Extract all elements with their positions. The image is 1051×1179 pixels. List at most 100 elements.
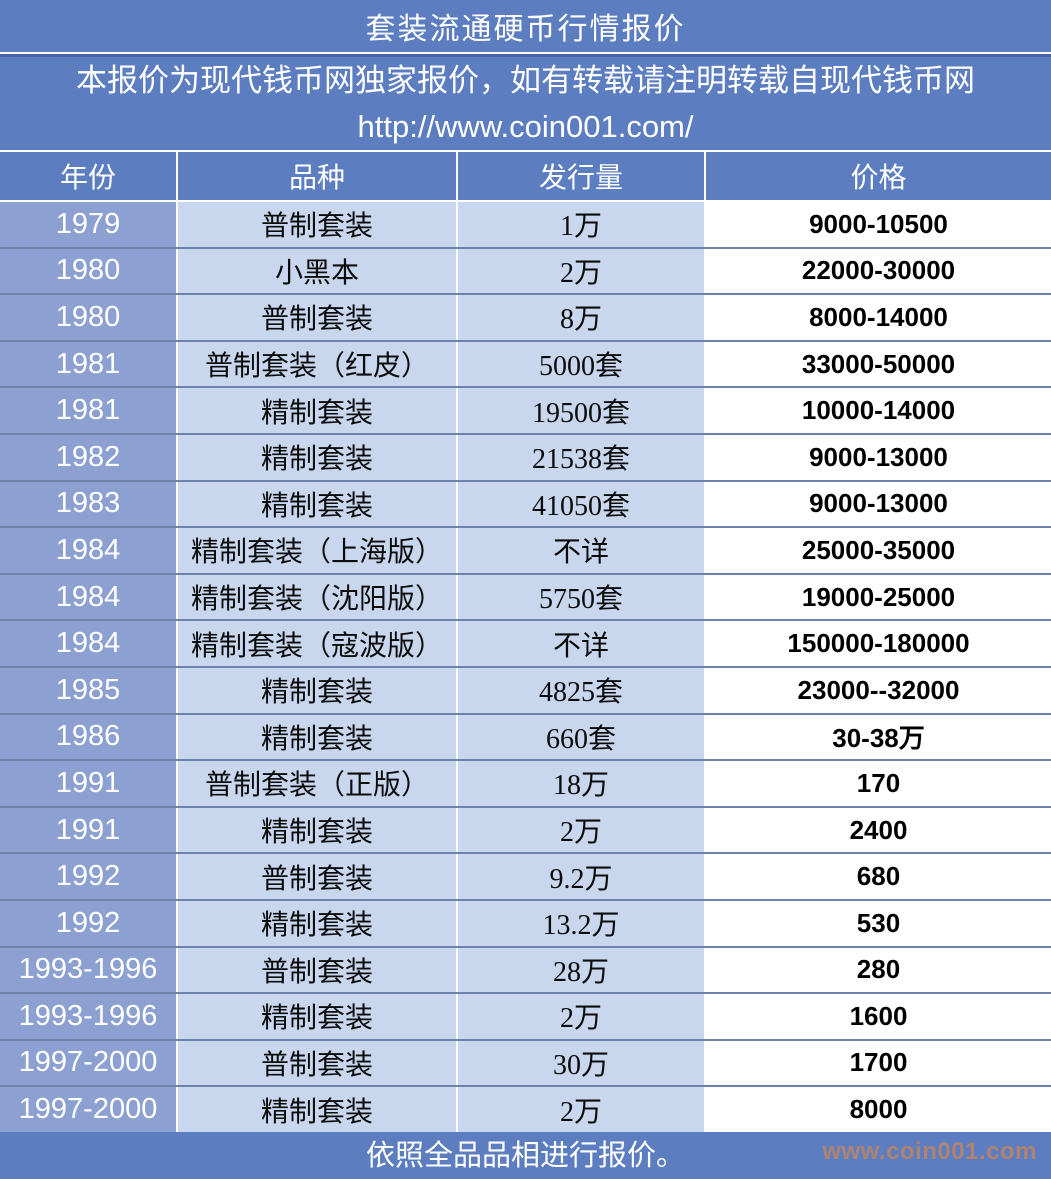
price-cell: 25000-35000	[706, 528, 1051, 573]
header-price: 价格	[850, 162, 907, 193]
table-row: 1980 小黑本 2万 22000-30000	[0, 246, 1051, 294]
mintage-cell: 28万	[458, 947, 706, 993]
table-row: 1991 精制套装 2万 2400	[0, 805, 1051, 853]
year-cell: 1997-2000	[0, 1040, 178, 1086]
table-row: 1984 精制套装（寇波版） 不详 150000-180000	[0, 619, 1051, 666]
price-cell: 280	[706, 947, 1051, 993]
mintage-cell: 41050套	[458, 481, 706, 527]
year-cell: 1983	[0, 481, 178, 527]
price-cell: 9000-10500	[706, 202, 1051, 247]
variety-cell: 精制套装（上海版）	[178, 528, 458, 573]
table-row: 1984 精制套装（沈阳版） 5750套 19000-25000	[0, 572, 1051, 620]
price-cell: 150000-180000	[706, 621, 1051, 666]
table-row: 1980 普制套装 8万 8000-14000	[0, 293, 1051, 340]
mintage-cell: 2万	[458, 248, 706, 294]
price-cell: 530	[706, 900, 1051, 946]
header-mintage: 发行量	[458, 152, 706, 200]
mintage-cell: 30万	[458, 1040, 706, 1086]
year-cell: 1982	[0, 434, 178, 480]
subtitle-url: http://www.coin001.com/	[357, 108, 694, 144]
variety-cell: 小黑本	[178, 248, 458, 294]
footer-bar: 依照全品品相进行报价。 www.coin001.com	[0, 1132, 1051, 1175]
variety-cell: 精制套装	[178, 434, 458, 480]
table-row: 1979 普制套装 1万 9000-10500	[0, 200, 1051, 247]
table-row: 1981 普制套装（红皮） 5000套 33000-50000	[0, 339, 1051, 387]
table-row: 1993-1996 普制套装 28万 280	[0, 945, 1051, 993]
price-cell: 680	[706, 854, 1051, 899]
table-row: 1981 精制套装 19500套 10000-14000	[0, 386, 1051, 433]
variety-cell: 精制套装	[178, 900, 458, 946]
year-cell: 1981	[0, 341, 178, 387]
mintage-cell: 19500套	[458, 388, 706, 433]
mintage-cell: 660套	[458, 714, 706, 760]
table-row: 1997-2000 普制套装 30万 1700	[0, 1038, 1051, 1086]
year-cell: 1992	[0, 900, 178, 946]
year-cell: 1991	[0, 807, 178, 853]
variety-cell: 精制套装	[178, 714, 458, 760]
mintage-cell: 4825套	[458, 667, 706, 713]
variety-cell: 精制套装	[178, 994, 458, 1039]
year-cell: 1991	[0, 761, 178, 806]
year-cell: 1993-1996	[0, 994, 178, 1039]
year-cell: 1985	[0, 667, 178, 713]
table-row: 1991 普制套装（正版） 18万 170	[0, 759, 1051, 806]
mintage-cell: 5000套	[458, 341, 706, 387]
variety-cell: 普制套装	[178, 854, 458, 899]
mintage-cell: 1万	[458, 202, 706, 247]
table-row: 1983 精制套装 41050套 9000-13000	[0, 479, 1051, 527]
footer-note: 依照全品品相进行报价。	[365, 1140, 685, 1173]
price-cell: 30-38万	[706, 714, 1051, 760]
table-header-row: 年份 品种 发行量 价格	[0, 152, 1051, 200]
variety-cell: 普制套装	[178, 295, 458, 340]
variety-cell: 精制套装（寇波版）	[178, 621, 458, 666]
mintage-cell: 21538套	[458, 434, 706, 480]
table-row: 1986 精制套装 660套 30-38万	[0, 712, 1051, 760]
year-cell: 1997-2000	[0, 1087, 178, 1132]
table-body: 1979 普制套装 1万 9000-10500 1980 小黑本 2万 22000-30000…	[0, 200, 1051, 1132]
watermark-text: www.coin001.com	[822, 1137, 1037, 1165]
page-title: 套装流通硬币行情报价	[0, 0, 1051, 54]
table-row: 1984 精制套装（上海版） 不详 25000-35000	[0, 526, 1051, 573]
header-variety: 品种	[178, 152, 458, 200]
subtitle-line1: 本报价为现代钱币网独家报价，如有转载请注明转载自现代钱币网	[76, 62, 975, 98]
year-cell: 1984	[0, 621, 178, 666]
table-row: 1992 普制套装 9.2万 680	[0, 852, 1051, 899]
table-row: 1993-1996 精制套装 2万 1600	[0, 992, 1051, 1039]
variety-cell: 精制套装（沈阳版）	[178, 574, 458, 620]
year-cell: 1986	[0, 714, 178, 760]
year-cell: 1984	[0, 528, 178, 573]
variety-cell: 普制套装（红皮）	[178, 341, 458, 387]
price-cell: 22000-30000	[706, 248, 1051, 294]
variety-cell: 普制套装（正版）	[178, 761, 458, 806]
year-cell: 1979	[0, 202, 178, 247]
price-cell: 10000-14000	[706, 388, 1051, 433]
price-cell: 23000--32000	[706, 667, 1051, 713]
header-year: 年份	[0, 152, 178, 200]
variety-cell: 精制套装	[178, 807, 458, 853]
year-cell: 1981	[0, 388, 178, 433]
price-cell: 1700	[706, 1040, 1051, 1086]
year-cell: 1993-1996	[0, 947, 178, 993]
mintage-cell: 不详	[458, 528, 706, 573]
table-row: 1992 精制套装 13.2万 530	[0, 898, 1051, 946]
variety-cell: 精制套装	[178, 388, 458, 433]
year-cell: 1980	[0, 295, 178, 340]
variety-cell: 普制套装	[178, 947, 458, 993]
mintage-cell: 8万	[458, 295, 706, 340]
mintage-cell: 2万	[458, 1087, 706, 1132]
mintage-cell: 18万	[458, 761, 706, 806]
year-cell: 1992	[0, 854, 178, 899]
price-cell: 170	[706, 761, 1051, 806]
variety-cell: 普制套装	[178, 1040, 458, 1086]
mintage-cell: 不详	[458, 621, 706, 666]
variety-cell: 精制套装	[178, 1087, 458, 1132]
subtitle-block: 本报价为现代钱币网独家报价，如有转载请注明转载自现代钱币网 http://www…	[0, 57, 1051, 152]
mintage-cell: 5750套	[458, 574, 706, 620]
table-row: 1982 精制套装 21538套 9000-13000	[0, 432, 1051, 480]
table-row: 1997-2000 精制套装 2万 8000	[0, 1085, 1051, 1132]
price-cell: 9000-13000	[706, 434, 1051, 480]
table-row: 1985 精制套装 4825套 23000--32000	[0, 665, 1051, 713]
price-cell: 8000	[706, 1087, 1051, 1132]
mintage-cell: 2万	[458, 807, 706, 853]
